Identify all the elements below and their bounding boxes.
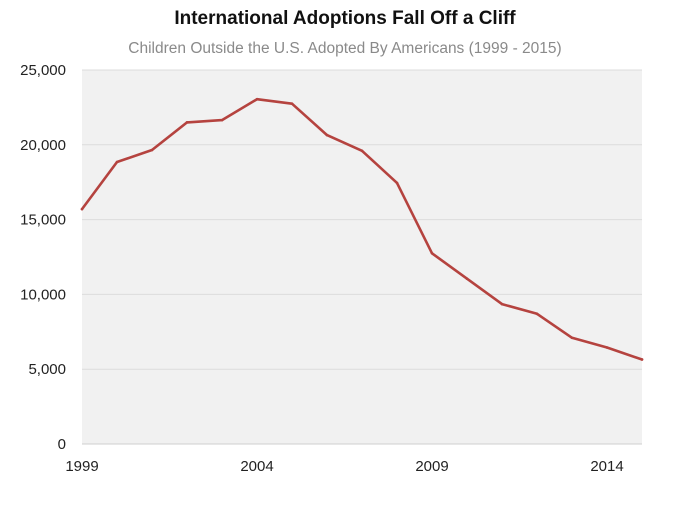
y-axis-ticks: 0 5,000 10,000 15,000 20,000 25,000 (20, 62, 66, 453)
y-tick-label: 20,000 (20, 137, 66, 154)
data-point (115, 160, 119, 164)
chart-title: International Adoptions Fall Off a Cliff (174, 8, 516, 29)
data-point (80, 207, 84, 211)
x-tick-label: 2004 (240, 458, 273, 475)
data-point (395, 181, 399, 185)
y-tick-label: 10,000 (20, 286, 66, 303)
data-point (605, 346, 609, 349)
data-point (290, 102, 294, 105)
data-point (185, 121, 189, 124)
y-tick-label: 25,000 (20, 62, 66, 79)
data-point (640, 358, 644, 361)
x-tick-label: 2009 (415, 458, 448, 475)
data-point (360, 149, 364, 153)
data-point (430, 251, 434, 255)
y-tick-label: 15,000 (20, 212, 66, 229)
data-point (150, 148, 154, 152)
data-point (500, 302, 504, 306)
data-point (465, 277, 469, 280)
gridlines (82, 69, 642, 370)
series-group (80, 97, 644, 361)
data-point (220, 118, 224, 122)
x-tick-label: 2014 (590, 458, 623, 475)
data-point (535, 312, 539, 316)
x-axis-ticks: 1999 2004 2009 2014 (65, 458, 623, 475)
data-point (255, 97, 259, 101)
data-point (325, 133, 329, 137)
data-point (570, 336, 574, 340)
plot-area (82, 70, 642, 444)
y-tick-label: 0 (58, 436, 66, 453)
chart-subtitle: Children Outside the U.S. Adopted By Ame… (128, 40, 562, 57)
x-tick-label: 1999 (65, 458, 98, 475)
y-tick-label: 5,000 (28, 361, 66, 378)
